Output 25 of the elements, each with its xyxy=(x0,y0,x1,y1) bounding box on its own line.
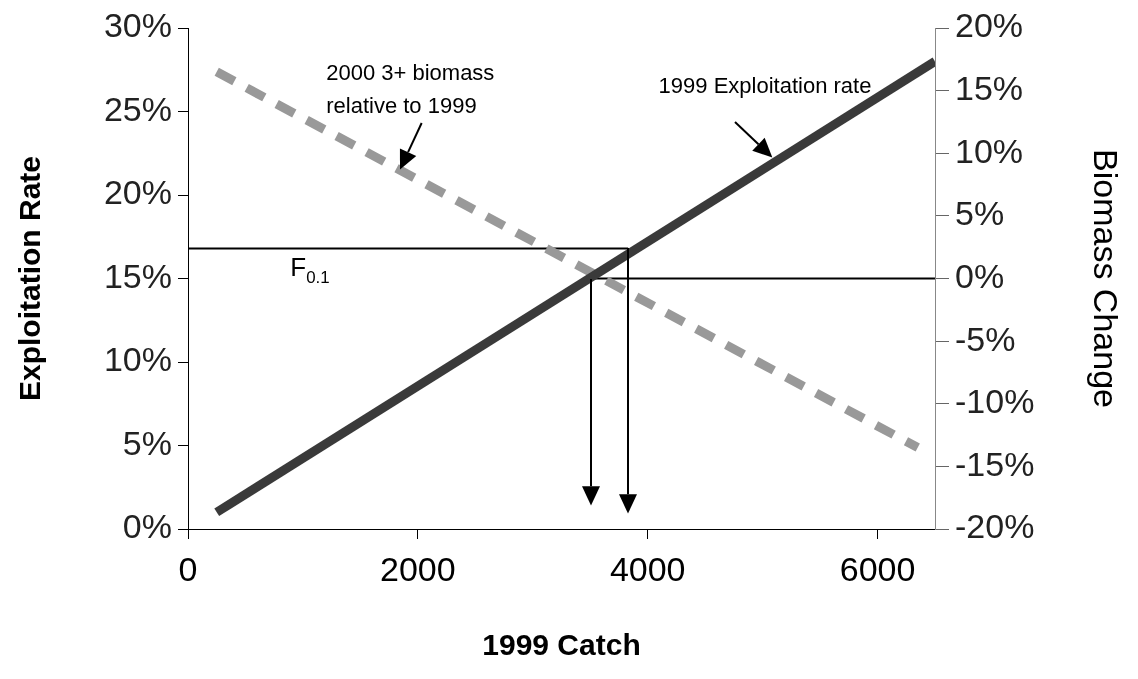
y-tick-label: 15% xyxy=(103,256,172,295)
y2-tick-label: -10% xyxy=(955,382,1035,421)
y-tick-label: 20% xyxy=(103,173,172,212)
y-tick-label: 30% xyxy=(103,6,172,45)
y2-tick-label: -5% xyxy=(955,319,1016,358)
y2-tick-label: 15% xyxy=(955,69,1024,107)
y-tick-label: 5% xyxy=(122,423,172,462)
x-tick-label: 0 xyxy=(178,549,198,588)
x-axis-title: 1999 Catch xyxy=(482,628,641,662)
y2-tick-label: 10% xyxy=(955,131,1024,170)
x-tick-label: 6000 xyxy=(839,549,916,588)
y2-tick-label: 0% xyxy=(955,256,1005,295)
series-label: 1999 Exploitation rate xyxy=(658,73,872,99)
y2-tick-label: -15% xyxy=(955,444,1035,483)
y-tick-label: 25% xyxy=(103,89,172,128)
y-tick-label: 10% xyxy=(103,340,172,379)
y-tick-label: 0% xyxy=(122,507,172,546)
series-label: 2000 3+ biomass relative to 1999 xyxy=(326,60,495,119)
y-axis-title: Exploitation Rate xyxy=(13,155,47,402)
x-tick-label: 4000 xyxy=(609,549,686,588)
y2-tick-label: 20% xyxy=(955,6,1024,45)
y2-tick-label: 5% xyxy=(955,194,1005,233)
y2-axis-title: Biomass Change xyxy=(1087,149,1126,408)
y2-tick-label: -20% xyxy=(955,507,1035,546)
x-tick-label: 2000 xyxy=(380,549,456,588)
